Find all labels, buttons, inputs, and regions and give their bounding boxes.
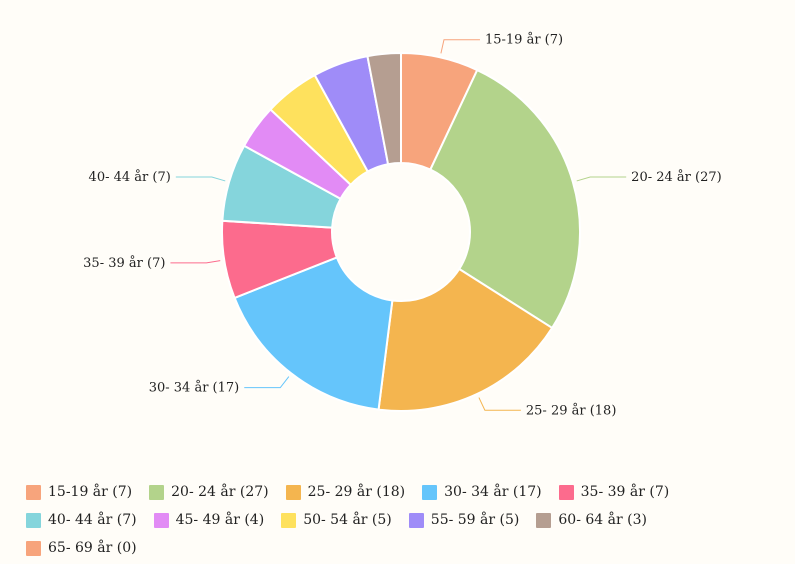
legend-swatch: [422, 484, 438, 500]
donut-slice[interactable]: [377, 267, 554, 412]
legend-item[interactable]: 30- 34 år (17): [422, 484, 542, 500]
legend-swatch: [285, 484, 301, 500]
legend-label: 35- 39 år (7): [580, 484, 670, 500]
legend-row: 15-19 år (7) 20- 24 år (27) 25- 29 år (1…: [26, 478, 786, 506]
legend-label: 30- 34 år (17): [444, 484, 542, 500]
legend-swatch: [281, 512, 297, 528]
slice-label: 15-19 år (7): [485, 32, 563, 48]
legend-swatch: [26, 484, 41, 500]
legend-label: 20- 24 år (27): [171, 484, 269, 500]
slice-leader-line: [244, 376, 290, 389]
legend-label: 15-19 år (7): [48, 484, 133, 500]
legend-label: 45- 49 år (4): [175, 512, 265, 528]
legend-swatch: [558, 484, 574, 500]
legend-swatch: [408, 512, 424, 528]
slice-leader-line: [440, 39, 480, 54]
slice-leader-line: [478, 397, 521, 411]
legend-item[interactable]: 20- 24 år (27): [149, 484, 269, 500]
legend-item[interactable]: 40- 44 år (7): [26, 512, 137, 528]
legend-item[interactable]: 15-19 år (7): [26, 484, 132, 500]
legend-label: 50- 54 år (5): [303, 512, 392, 528]
legend-item[interactable]: 50- 54 år (5): [281, 512, 392, 528]
legend-label: 25- 29 år (18): [307, 484, 406, 500]
slice-label: 25- 29 år (18): [526, 402, 617, 418]
legend-row: 65- 69 år (0): [26, 534, 786, 562]
legend-label: 40- 44 år (7): [48, 512, 137, 528]
legend-label: 65- 69 år (0): [48, 540, 137, 556]
legend-swatch: [149, 484, 165, 500]
slice-label: 40- 44 år (7): [89, 169, 171, 185]
slice-leader-line: [170, 260, 221, 264]
legend-item[interactable]: 35- 39 år (7): [558, 484, 670, 500]
legend-item[interactable]: 60- 64 år (3): [536, 512, 647, 528]
legend-item[interactable]: 55- 59 år (5): [408, 512, 520, 528]
legend-item[interactable]: 65- 69 år (0): [26, 540, 137, 556]
legend-label: 55- 59 år (5): [430, 512, 520, 528]
slice-leader-line: [576, 176, 627, 182]
chart-legend: 15-19 år (7) 20- 24 år (27) 25- 29 år (1…: [26, 478, 786, 562]
legend-item[interactable]: 25- 29 år (18): [285, 484, 406, 500]
legend-swatch: [153, 512, 169, 528]
legend-swatch: [26, 540, 41, 556]
legend-row: 40- 44 år (7) 45- 49 år (4) 50- 54 år (5…: [26, 506, 786, 534]
legend-swatch: [26, 512, 41, 528]
donut-chart: 15-19 år (7) 20- 24 år (27) 25- 29 år (18)…: [83, 32, 722, 419]
donut-slice[interactable]: [233, 256, 394, 411]
legend-item[interactable]: 45- 49 år (4): [153, 512, 265, 528]
slice-label: 20- 24 år (27): [631, 169, 722, 185]
donut-slice[interactable]: [429, 68, 581, 330]
slice-label: 30- 34 år (17): [149, 380, 240, 396]
slice-label: 35- 39 år (7): [83, 255, 165, 271]
legend-label: 60- 64 år (3): [558, 512, 647, 528]
donut-slice[interactable]: [366, 51, 402, 166]
legend-swatch: [536, 512, 552, 528]
slice-leader-line: [175, 176, 226, 182]
